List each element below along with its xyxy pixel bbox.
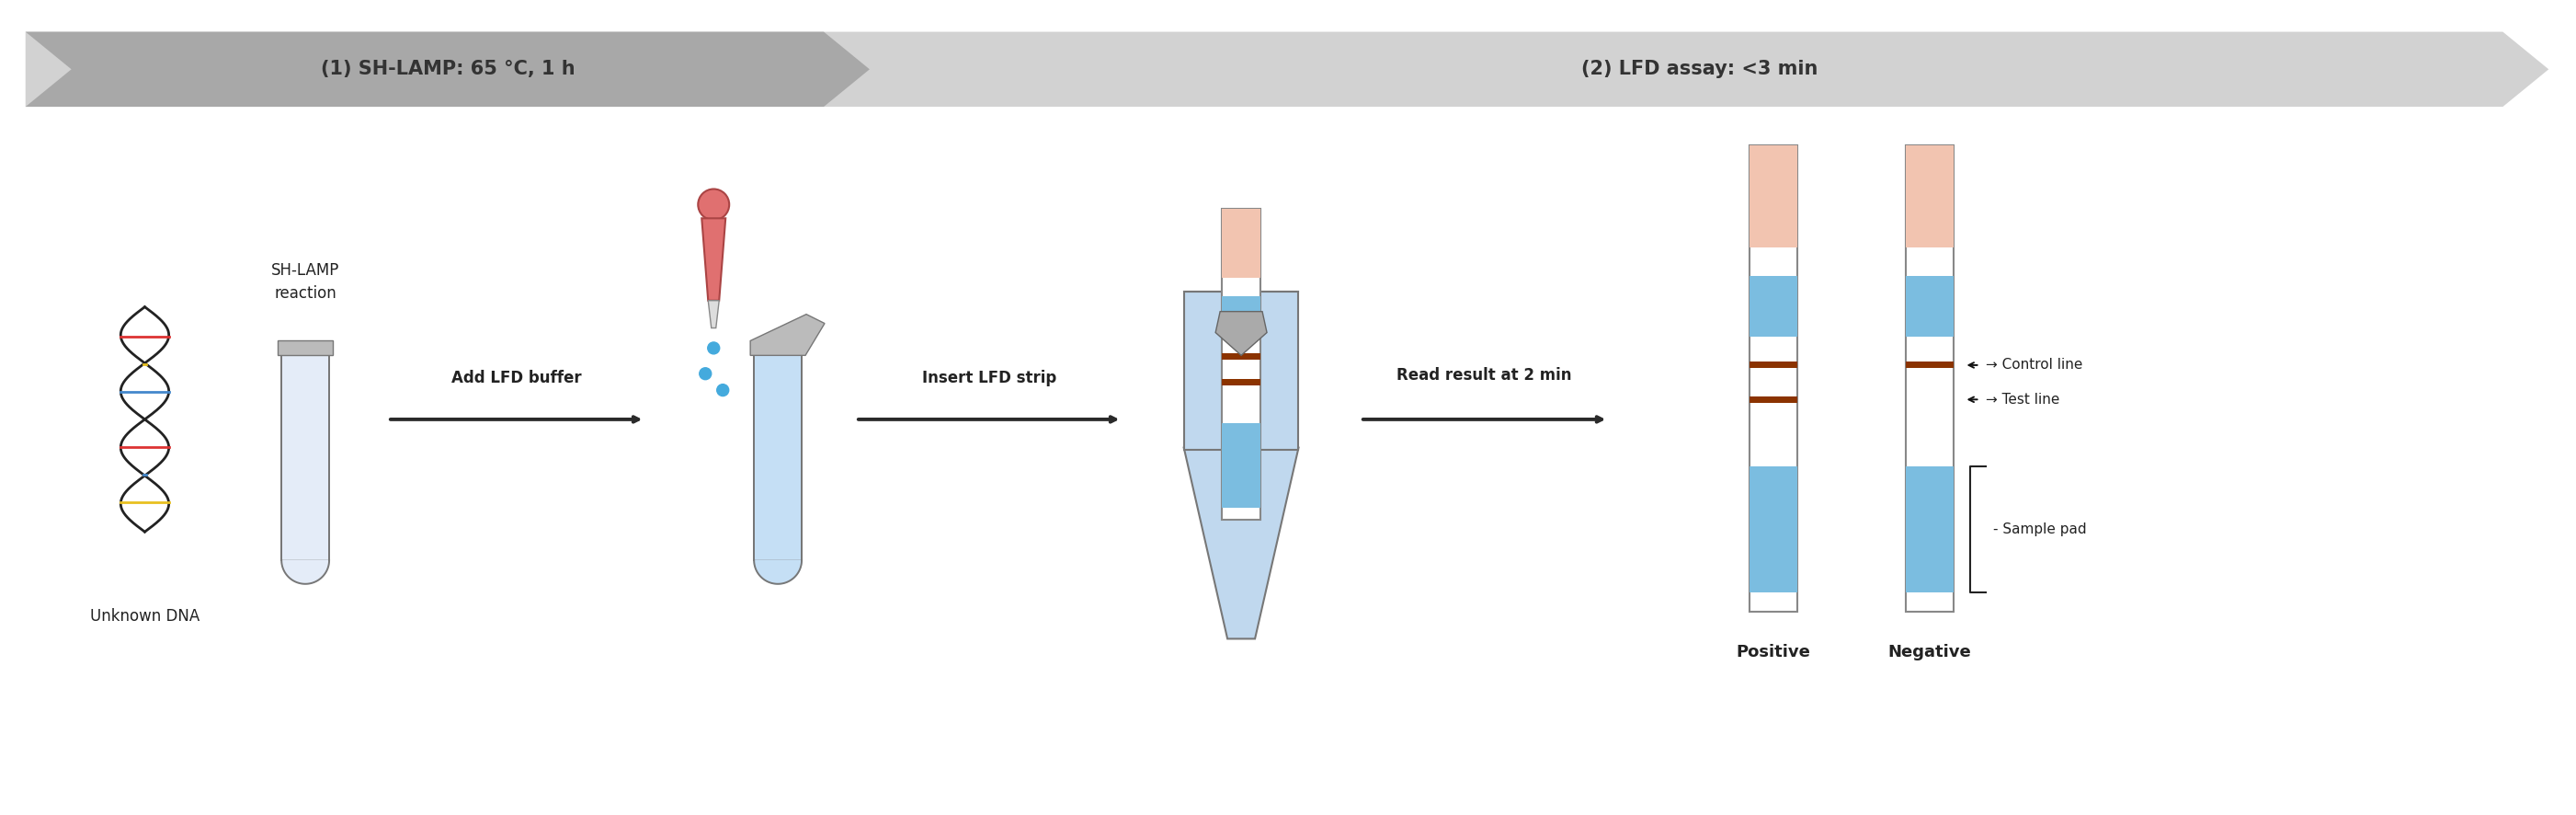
- Bar: [1221, 209, 1260, 520]
- Polygon shape: [1185, 447, 1298, 639]
- Bar: [1749, 275, 1798, 337]
- Bar: [1221, 354, 1260, 360]
- Bar: [1221, 296, 1260, 337]
- Polygon shape: [750, 315, 824, 355]
- Text: → Test line: → Test line: [1986, 393, 2061, 407]
- Text: Negative: Negative: [1888, 644, 1971, 661]
- Bar: [1185, 292, 1298, 450]
- Text: - Sample pad: - Sample pad: [1994, 523, 2087, 536]
- Bar: [755, 355, 801, 560]
- Bar: [1749, 362, 1798, 368]
- Text: (2) LFD assay: <3 min: (2) LFD assay: <3 min: [1582, 60, 1819, 78]
- Bar: [1221, 209, 1260, 278]
- Text: Unknown DNA: Unknown DNA: [90, 608, 198, 624]
- Polygon shape: [755, 560, 801, 584]
- Text: Add LFD buffer: Add LFD buffer: [451, 370, 582, 386]
- Polygon shape: [708, 301, 719, 328]
- Text: (1) SH-LAMP: 65 °C, 1 h: (1) SH-LAMP: 65 °C, 1 h: [319, 60, 574, 78]
- Text: → Control line: → Control line: [1986, 359, 2084, 372]
- Bar: [1906, 362, 1953, 368]
- Text: Read result at 2 min: Read result at 2 min: [1396, 368, 1571, 384]
- Bar: [1906, 467, 1953, 593]
- Bar: [278, 341, 332, 355]
- Circle shape: [708, 342, 719, 354]
- Polygon shape: [26, 32, 871, 107]
- Bar: [1906, 275, 1953, 337]
- Polygon shape: [26, 32, 2548, 107]
- Bar: [1749, 145, 1798, 611]
- Text: SH-LAMP
reaction: SH-LAMP reaction: [270, 262, 340, 302]
- Bar: [1221, 379, 1260, 385]
- Circle shape: [716, 384, 729, 396]
- Bar: [1221, 424, 1260, 508]
- Text: Insert LFD strip: Insert LFD strip: [922, 370, 1056, 386]
- Polygon shape: [1216, 311, 1267, 355]
- Bar: [1749, 467, 1798, 593]
- Bar: [1906, 145, 1953, 611]
- Circle shape: [698, 189, 729, 220]
- Bar: [1749, 145, 1798, 248]
- Bar: [281, 355, 330, 560]
- Text: Positive: Positive: [1736, 644, 1811, 661]
- Bar: [1906, 145, 1953, 248]
- Polygon shape: [701, 218, 726, 301]
- Polygon shape: [281, 560, 330, 584]
- Circle shape: [701, 368, 711, 380]
- Bar: [1749, 396, 1798, 403]
